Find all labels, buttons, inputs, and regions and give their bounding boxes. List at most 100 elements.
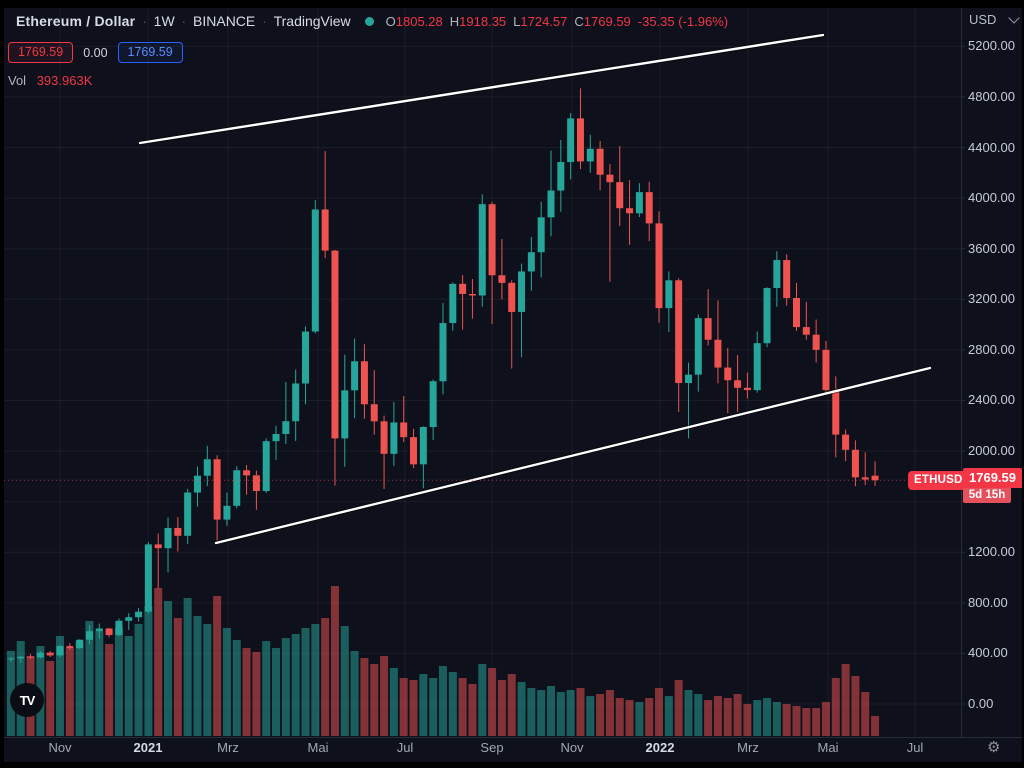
low-label: L <box>513 13 521 29</box>
candle-body <box>429 381 437 428</box>
separator-dot: · <box>142 13 147 29</box>
volume-bar <box>419 674 428 736</box>
volume-bar <box>527 687 536 736</box>
volume-bar <box>566 690 575 736</box>
candle-body <box>508 282 516 312</box>
price-tick-label: 1200.00 <box>968 544 1015 560</box>
candle-body <box>262 441 270 492</box>
close-value: 1769.59 <box>583 13 631 29</box>
candle-body <box>311 209 319 332</box>
candle-body <box>321 209 329 251</box>
open-label: O <box>385 13 396 29</box>
price-tick-label: 800.00 <box>968 594 1008 610</box>
time-axis-month-label: Mrz <box>737 740 759 755</box>
candle-body <box>537 217 545 253</box>
candle-body <box>76 639 84 649</box>
candle-body <box>871 475 879 481</box>
volume-bar <box>664 696 673 736</box>
candle-body <box>154 544 162 549</box>
price-tick-label: 0.00 <box>968 696 994 711</box>
candle-body <box>763 288 771 344</box>
volume-bar <box>114 628 123 736</box>
candle-body <box>85 631 93 640</box>
tradingview-logo-icon[interactable]: TV <box>10 683 44 717</box>
price-tick-label: 2400.00 <box>968 392 1015 408</box>
volume-bar <box>56 636 64 736</box>
candle-body <box>410 437 418 465</box>
volume-bar <box>340 625 349 736</box>
volume-bar <box>193 616 202 736</box>
volume-bar <box>547 686 555 736</box>
volume-bar <box>164 600 173 736</box>
candle-body <box>576 118 584 162</box>
volume-bar <box>242 648 251 736</box>
candle-body <box>783 260 791 299</box>
candle-body <box>135 611 143 618</box>
candle-body <box>606 174 614 183</box>
candle-body <box>842 434 850 450</box>
volume-bar <box>301 628 310 736</box>
ohlc-legend: O1805.28 H1918.35 L1724.57 C1769.59 -35.… <box>386 14 728 29</box>
candle-body <box>468 293 476 296</box>
candle-body <box>400 422 408 438</box>
trendline[interactable] <box>214 366 932 545</box>
volume-bar <box>596 694 605 736</box>
high-value: 1918.35 <box>459 13 507 29</box>
volume-bar <box>655 687 664 736</box>
volume-bar <box>831 678 840 736</box>
time-axis-year-label: 2022 <box>645 740 675 755</box>
price-level-boxes: 1769.59 0.00 1769.59 <box>8 42 183 63</box>
candle-body <box>370 404 378 422</box>
interval-label[interactable]: 1W <box>153 13 175 29</box>
candle-body <box>17 656 25 659</box>
gear-icon[interactable]: ⚙ <box>987 739 1001 756</box>
currency-selector[interactable]: USD <box>969 11 1021 27</box>
candle-body <box>743 387 751 391</box>
frame-edge <box>0 0 1024 8</box>
volume-bar <box>321 618 330 736</box>
volume-bar <box>674 679 683 736</box>
time-axis-month-label: Mai <box>817 740 839 755</box>
open-value: 1805.28 <box>395 13 443 29</box>
volume-bar <box>812 708 821 736</box>
candle-body <box>812 334 820 350</box>
volume-bar <box>134 624 143 736</box>
price-level-box-blue[interactable]: 1769.59 <box>117 42 183 63</box>
volume-bar <box>448 671 457 736</box>
volume-bar <box>723 697 732 736</box>
candle-body <box>498 275 506 283</box>
currency-label: USD <box>969 12 997 27</box>
price-level-box-red[interactable]: 1769.59 <box>8 42 74 63</box>
trendline[interactable] <box>138 33 825 145</box>
volume-bar <box>635 701 644 736</box>
candle-body <box>547 190 555 218</box>
volume-bar <box>713 696 722 736</box>
candle-body <box>360 361 368 405</box>
candle-body <box>223 505 231 520</box>
volume-bar <box>802 708 811 736</box>
volume-bar <box>105 644 114 736</box>
candle-body <box>488 204 496 276</box>
symbol-title[interactable]: Ethereum / Dollar <box>16 13 136 29</box>
candle-body <box>851 449 859 478</box>
chart-legend-header[interactable]: Ethereum / Dollar · 1W · BINANCE · Tradi… <box>16 13 728 29</box>
volume-bar <box>311 624 320 736</box>
volume-bar <box>821 701 830 736</box>
candle-body <box>66 646 74 649</box>
price-tick-label: 4800.00 <box>968 88 1015 104</box>
market-status-dot-icon[interactable] <box>364 16 374 26</box>
volume-bar <box>144 606 153 736</box>
volume-bar <box>615 697 624 736</box>
price-tick-label: 4400.00 <box>968 139 1015 155</box>
volume-bar <box>272 648 281 736</box>
time-axis-month-label: Mai <box>307 740 329 755</box>
volume-bar <box>370 663 379 736</box>
logo-text: TV <box>19 692 36 708</box>
volume-bar <box>203 624 212 736</box>
exchange-label[interactable]: BINANCE <box>193 13 256 29</box>
symbol-price-tag[interactable]: ETHUSD <box>908 471 969 491</box>
volume-bar <box>154 588 163 736</box>
last-price-tag[interactable]: 1769.59 5d 15h <box>963 468 1022 504</box>
candle-body <box>105 628 113 636</box>
